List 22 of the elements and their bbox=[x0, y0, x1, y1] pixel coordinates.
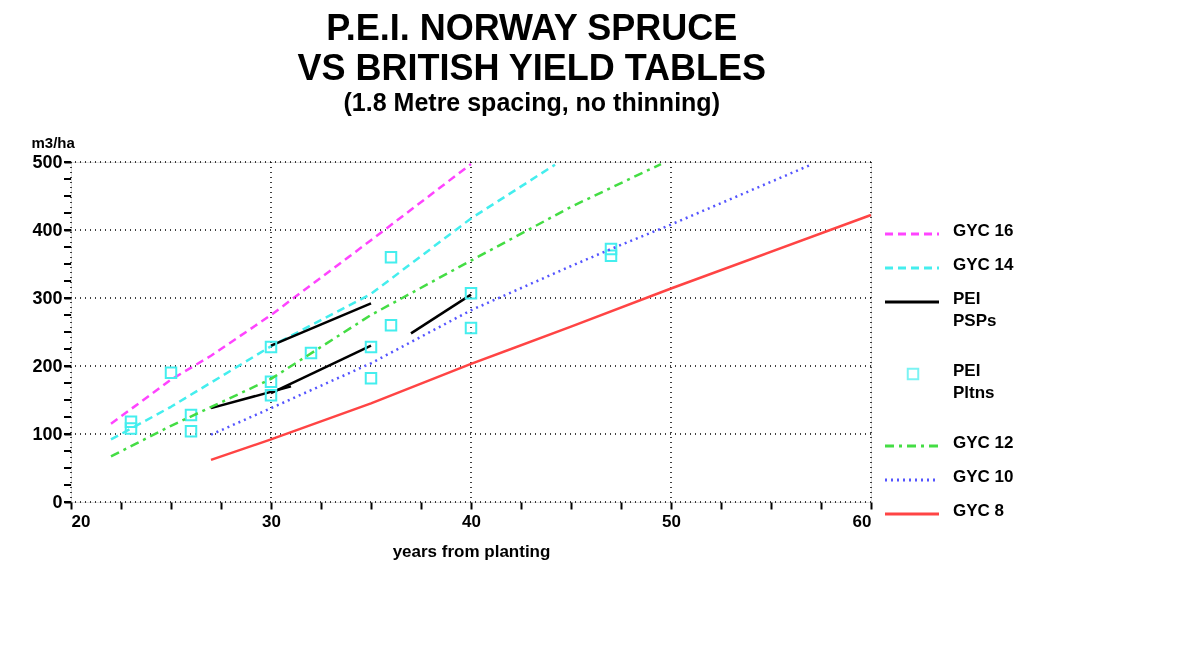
y-tick-label: 0 bbox=[52, 491, 63, 512]
chart-subtitle: (1.8 Metre spacing, no thinning) bbox=[343, 87, 720, 116]
legend-label: GYC 10 bbox=[953, 467, 1014, 486]
y-tick-label: 200 bbox=[32, 355, 63, 376]
legend-label: GYC 16 bbox=[953, 221, 1014, 240]
x-tick-label: 40 bbox=[462, 511, 481, 531]
legend-label: GYC 12 bbox=[953, 433, 1014, 452]
x-tick-label: 30 bbox=[262, 511, 281, 531]
x-tick-label: 60 bbox=[852, 511, 872, 531]
y-tick-label: 100 bbox=[32, 423, 63, 444]
y-tick-label: 400 bbox=[32, 219, 63, 240]
y-tick-label: 300 bbox=[32, 287, 63, 308]
y-tick-label: 500 bbox=[32, 151, 63, 172]
y-axis-title: m3/ha bbox=[31, 133, 76, 151]
x-tick-label: 50 bbox=[662, 511, 681, 531]
chart-title: P.E.I. NORWAY SPRUCE VS BRITISH YIELD TABLES bbox=[297, 6, 767, 88]
x-axis-title: years from planting bbox=[392, 541, 551, 561]
legend-label: GYC 14 bbox=[953, 255, 1015, 274]
legend-label: PEI Pltns bbox=[953, 361, 995, 402]
x-tick-label: 20 bbox=[71, 511, 91, 531]
legend-label: PEI PSPs bbox=[953, 289, 997, 330]
legend-label: GYC 8 bbox=[953, 501, 1005, 520]
